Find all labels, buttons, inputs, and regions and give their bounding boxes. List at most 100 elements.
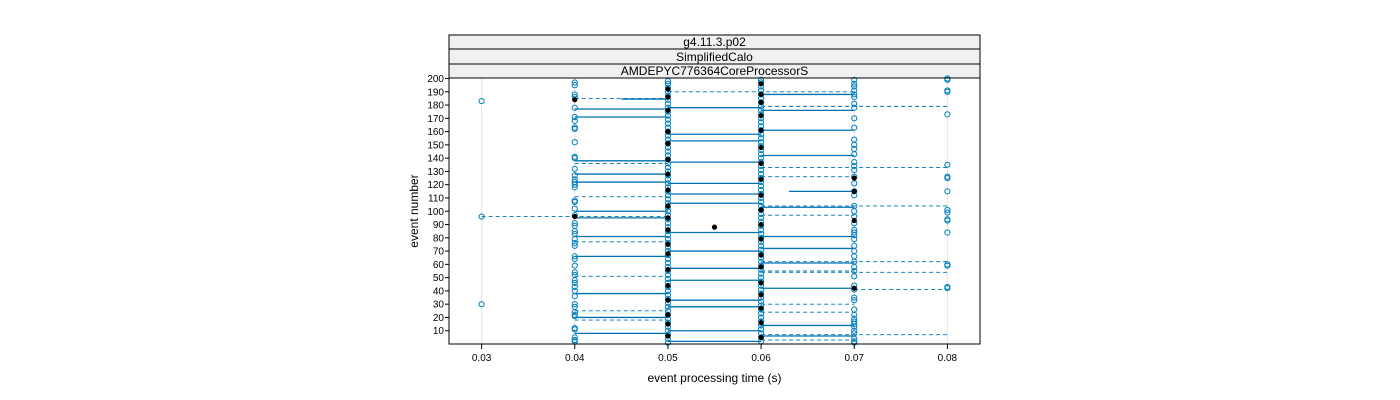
data-point-open	[571, 240, 578, 247]
y-tick-label: 30	[433, 300, 445, 311]
strip-1-label: g4.11.3.p02	[683, 35, 746, 49]
data-point-open	[571, 181, 578, 188]
data-point-open	[944, 174, 951, 182]
data-point-open	[664, 220, 672, 227]
data-point-open	[757, 242, 765, 249]
data-point-open	[851, 93, 858, 101]
plot-frame	[448, 77, 981, 345]
data-point-open	[571, 242, 578, 249]
data-point-open	[664, 259, 672, 267]
data-point-open	[851, 335, 858, 342]
data-point-filled	[758, 144, 764, 151]
segment-lines	[481, 91, 948, 342]
data-point-open	[851, 273, 858, 280]
data-point-open	[851, 180, 858, 187]
data-point-filled	[572, 213, 578, 220]
data-point-open	[571, 253, 578, 260]
x-tick-label: 0.05	[658, 353, 678, 364]
data-point-open	[478, 213, 485, 220]
data-point-open	[851, 100, 858, 107]
data-point-open	[851, 87, 858, 94]
data-point-open	[664, 116, 672, 123]
data-point-open	[757, 198, 765, 206]
data-point-open	[571, 277, 578, 284]
data-point-open	[664, 196, 672, 203]
data-point-open	[851, 294, 858, 301]
data-point-open	[757, 155, 765, 162]
data-point-filled	[758, 91, 764, 98]
data-point-open	[571, 269, 578, 276]
data-point-open	[851, 297, 858, 304]
y-tick-label: 100	[427, 207, 444, 218]
data-point-open	[664, 275, 672, 283]
x-axis-label: event processing time (s)	[647, 371, 781, 385]
data-point-filled	[758, 252, 764, 258]
data-point-open	[944, 188, 951, 195]
y-tick-label: 130	[427, 167, 444, 178]
y-tick-label: 20	[433, 313, 445, 324]
data-point-open	[851, 232, 858, 239]
data-point-filled	[665, 282, 671, 289]
data-point-open	[664, 192, 672, 199]
data-point-open	[571, 309, 578, 316]
strip-2-label: SimplifiedCalo	[676, 50, 753, 64]
data-point-open	[571, 262, 578, 269]
data-point-filled	[665, 107, 671, 114]
data-point-open	[571, 236, 578, 243]
y-tick-label: 160	[427, 127, 444, 138]
data-point-filled	[665, 227, 671, 233]
data-point-open	[571, 117, 578, 125]
data-point-filled	[665, 215, 671, 221]
data-point-open	[664, 255, 672, 263]
data-point-open	[664, 120, 672, 127]
y-tick-label: 110	[428, 193, 444, 204]
data-points	[478, 75, 951, 346]
data-point-open	[851, 76, 858, 83]
data-point-open	[757, 298, 765, 305]
data-point-open	[571, 184, 578, 191]
data-point-filled	[758, 160, 764, 167]
data-point-open	[757, 166, 765, 174]
data-point-filled	[758, 192, 764, 198]
data-point-open	[571, 326, 578, 333]
data-point-open	[851, 263, 858, 271]
data-point-open	[571, 301, 578, 308]
data-point-open	[757, 119, 765, 126]
data-point-open	[664, 327, 672, 334]
data-point-open	[851, 115, 858, 122]
data-point-open	[571, 228, 578, 235]
data-point-open	[944, 161, 951, 168]
data-point-open	[757, 246, 765, 253]
y-tick-label: 50	[433, 273, 445, 284]
data-point-filled	[665, 251, 671, 257]
data-point-filled	[758, 320, 764, 326]
data-point-open	[757, 230, 765, 237]
data-point-open	[944, 229, 951, 236]
data-point-open	[851, 327, 858, 334]
data-point-open	[664, 287, 672, 294]
data-point-open	[757, 107, 765, 114]
data-point-filled	[665, 187, 671, 193]
data-point-open	[571, 139, 578, 146]
data-point-open	[757, 274, 765, 281]
data-point-open	[571, 279, 578, 287]
data-point-open	[757, 170, 765, 178]
x-axis: 0.03 0.04 0.05 0.06 0.07 0.08	[472, 344, 958, 364]
data-point-open	[851, 151, 858, 158]
data-point-open	[757, 135, 765, 142]
data-point-open	[571, 220, 578, 227]
data-point-open	[851, 124, 858, 131]
data-point-open	[571, 313, 578, 320]
data-point-open	[664, 271, 672, 279]
data-point-open	[664, 100, 672, 107]
data-point-open	[944, 262, 951, 269]
data-point-filled	[851, 175, 857, 181]
data-point-filled	[665, 267, 671, 273]
data-point-filled	[758, 81, 764, 87]
data-point-filled	[758, 113, 764, 119]
data-point-open	[757, 326, 765, 333]
data-point-filled	[851, 188, 857, 194]
y-tick-label: 200	[427, 74, 444, 85]
data-point-open	[851, 311, 858, 318]
data-point-open	[757, 314, 765, 321]
